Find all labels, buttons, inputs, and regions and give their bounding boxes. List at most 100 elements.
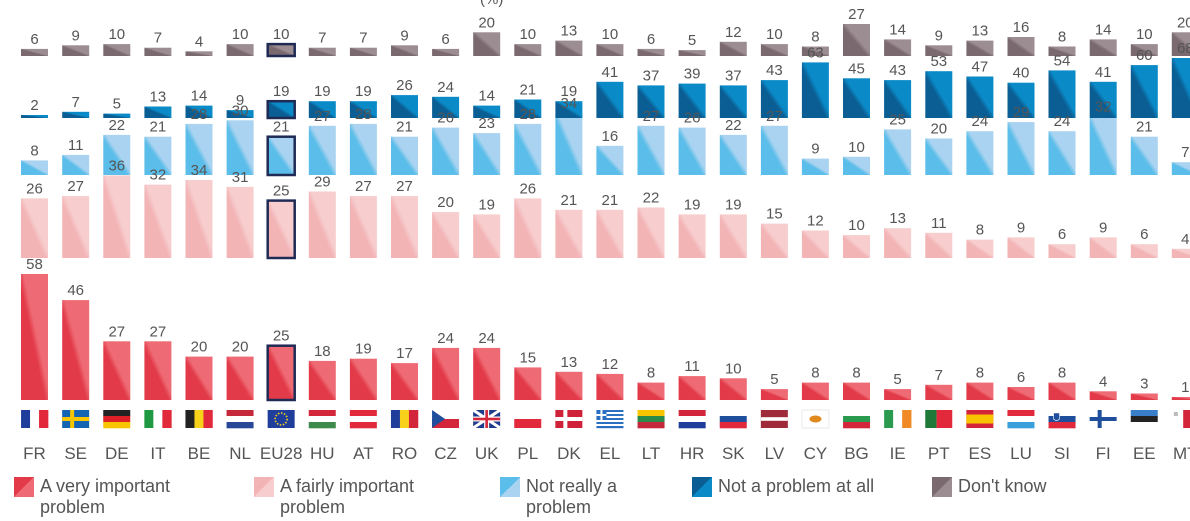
bar-very-si <box>1048 382 1076 400</box>
category-label-lv: LV <box>765 444 785 463</box>
value-label-notreally-se: 11 <box>68 137 84 154</box>
bar-dontknow-fr <box>21 48 48 56</box>
value-label-dontknow-fi: 14 <box>1095 21 1112 38</box>
legend: A very important problem A fairly import… <box>14 476 1184 521</box>
value-label-fairly-eu28: 25 <box>273 183 290 200</box>
flag-hr-icon <box>678 410 706 429</box>
bar-dontknow-mt <box>1171 32 1190 56</box>
value-label-dontknow-cz: 6 <box>441 31 449 48</box>
value-label-notatall-de: 5 <box>113 96 121 113</box>
value-label-very-dk: 13 <box>561 354 578 371</box>
bar-notreally-se <box>62 154 90 175</box>
value-label-fairly-lu: 9 <box>1017 219 1025 236</box>
value-label-fairly-hr: 19 <box>684 196 701 213</box>
value-label-dontknow-at: 7 <box>359 30 367 47</box>
value-label-notreally-at: 28 <box>355 106 372 123</box>
bar-very-lv <box>760 389 788 400</box>
legend-label-not-at-all: Not a problem at all <box>718 476 875 496</box>
value-label-fairly-at: 27 <box>355 178 372 195</box>
category-label-fi: FI <box>1096 444 1111 463</box>
bar-dontknow-lt <box>637 48 665 56</box>
value-label-notatall-it: 13 <box>150 89 167 106</box>
bar-dontknow-be <box>185 51 213 56</box>
value-label-notatall-hu: 19 <box>314 83 331 100</box>
flag-bg-icon <box>843 410 871 429</box>
value-label-fairly-lv: 15 <box>766 206 783 223</box>
value-label-very-cz: 24 <box>437 330 454 347</box>
value-label-notreally-si: 24 <box>1054 113 1071 130</box>
flag-si-icon <box>1048 410 1076 429</box>
value-label-dontknow-cy: 8 <box>811 29 819 46</box>
value-label-fairly-mt: 4 <box>1181 231 1189 248</box>
legend-swatch-very-important <box>14 477 34 497</box>
bar-fairly-ie <box>884 228 912 258</box>
value-label-notatall-nl: 9 <box>236 92 244 109</box>
flag-el-icon <box>596 410 624 429</box>
value-label-dontknow-hu: 7 <box>318 30 326 47</box>
value-label-notatall-at: 19 <box>355 83 372 100</box>
category-label-se: SE <box>64 444 87 463</box>
bar-very-lu <box>1007 387 1035 400</box>
flag-mt-icon <box>1171 410 1190 428</box>
value-label-fairly-bg: 10 <box>848 217 865 234</box>
bar-fairly-cz <box>432 212 460 258</box>
bar-very-nl <box>226 356 254 400</box>
bar-dontknow-pl <box>514 44 542 56</box>
flags-layer <box>21 408 1190 430</box>
value-label-very-eu28: 25 <box>273 328 290 345</box>
bar-very-cz <box>432 347 460 400</box>
category-label-cz: CZ <box>434 444 457 463</box>
value-label-dontknow-fr: 6 <box>30 31 38 48</box>
value-label-very-de: 27 <box>108 323 125 340</box>
bar-fairly-lv <box>760 223 788 258</box>
bar-notatall-ee <box>1130 65 1158 118</box>
bar-notatall-at <box>349 101 377 118</box>
value-label-very-lu: 6 <box>1017 369 1025 386</box>
value-label-fairly-uk: 19 <box>478 196 495 213</box>
value-label-very-mt: 1 <box>1181 379 1189 396</box>
bar-dontknow-dk <box>555 40 583 56</box>
bar-very-at <box>349 358 377 400</box>
bar-dontknow-ie <box>884 39 912 56</box>
flag-hu-icon <box>308 410 336 429</box>
category-label-es: ES <box>969 444 992 463</box>
value-label-dontknow-ee: 10 <box>1136 26 1153 43</box>
value-label-notatall-be: 14 <box>191 88 208 105</box>
bar-very-it <box>144 341 172 400</box>
bar-notatall-pl <box>514 99 542 118</box>
bar-dontknow-el <box>596 44 624 56</box>
legend-label-very-important: A very important problem <box>40 476 171 517</box>
value-label-notatall-lt: 37 <box>643 67 660 84</box>
value-label-dontknow-nl: 10 <box>232 26 249 43</box>
bar-notatall-lt <box>637 85 665 118</box>
flag-eu28-icon <box>267 410 295 428</box>
bar-notreally-si <box>1048 131 1076 175</box>
value-label-notreally-mt: 7 <box>1181 144 1189 161</box>
flag-dk-icon <box>555 410 583 428</box>
value-label-fairly-el: 21 <box>602 192 619 209</box>
value-label-fairly-ro: 27 <box>396 178 413 195</box>
bar-dontknow-nl <box>226 44 254 56</box>
value-label-notatall-ie: 43 <box>889 62 906 79</box>
bar-very-ee <box>1130 393 1158 400</box>
bar-notreally-nl <box>226 120 254 175</box>
bar-notreally-it <box>144 136 172 175</box>
category-label-hu: HU <box>310 444 335 463</box>
value-label-dontknow-pt: 9 <box>935 27 943 44</box>
value-label-fairly-si: 6 <box>1058 226 1066 243</box>
value-label-notatall-si: 54 <box>1054 52 1071 69</box>
value-label-notreally-lv: 27 <box>766 108 783 125</box>
bar-fairly-se <box>62 196 90 258</box>
category-label-si: SI <box>1054 444 1070 463</box>
value-label-very-lv: 5 <box>770 371 778 388</box>
flag-fi-icon <box>1089 410 1117 428</box>
flag-pt-icon <box>925 410 953 428</box>
bar-notatall-de <box>103 113 131 118</box>
bar-dontknow-fi <box>1089 39 1117 56</box>
bar-notreally-fr <box>21 160 48 175</box>
flag-lt-icon <box>637 410 665 429</box>
value-label-dontknow-uk: 20 <box>478 14 495 31</box>
bar-dontknow-hu <box>308 47 336 56</box>
bar-notreally-lu <box>1007 122 1035 175</box>
value-label-dontknow-si: 8 <box>1058 29 1066 46</box>
